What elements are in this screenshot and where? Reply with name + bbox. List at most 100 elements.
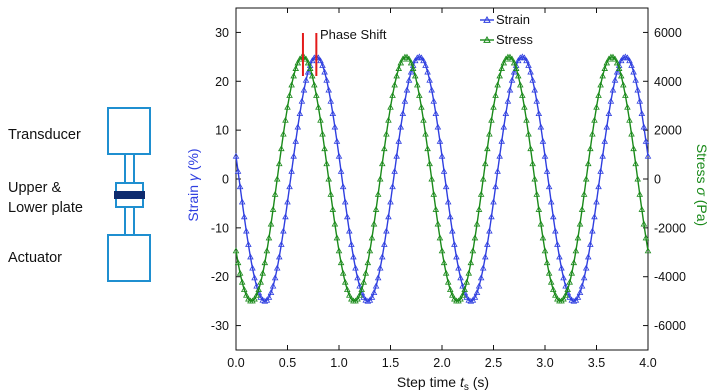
right-y-tick-label: -4000 [654,270,686,284]
right-y-tick-label: 4000 [654,75,682,89]
data-point-strain [418,54,425,61]
data-point-strain [354,274,361,281]
data-point-strain [556,253,563,260]
plate-label-line1: Upper & [8,180,62,196]
data-point-strain [370,289,378,296]
data-point-strain [636,97,644,104]
data-point-strain [296,110,304,117]
data-point-stress [578,205,586,212]
data-point-strain [527,68,534,75]
data-point-stress [566,278,573,285]
data-point-stress [506,53,514,60]
data-point-stress [461,286,468,292]
legend: Strain Stress [480,12,533,47]
data-point-strain [329,110,337,117]
data-point-strain [300,86,308,93]
data-point-strain [523,57,530,64]
x-axis-title-symbol: t [460,374,465,390]
data-point-strain [500,123,508,130]
data-point-stress [275,160,283,167]
data-point-stress [529,160,536,167]
data-point-stress [562,291,569,298]
data-point-stress [481,160,489,167]
data-point-stress [535,205,543,212]
x-axis-title-subscript: s [464,382,469,390]
data-point-stress [313,91,320,98]
data-point-strain [634,86,641,93]
data-point-stress [273,175,281,182]
data-point-stress [418,103,425,110]
data-point-strain [356,282,363,289]
data-point-strain [269,282,277,289]
data-point-stress [302,55,310,62]
data-point-stress [280,130,287,137]
data-point-stress [601,65,609,71]
data-point-stress [321,145,328,152]
data-point-strain [403,86,411,93]
data-point-strain [438,152,446,159]
data-point-strain [593,198,600,205]
phase-shift-label: Phase Shift [320,27,387,42]
data-point-strain [570,297,578,304]
data-point-stress [632,160,639,167]
left-y-tick-label: -10 [211,221,229,235]
data-point-stress [471,234,479,241]
left-y-tick-label: 30 [215,26,229,40]
data-point-strain [504,97,512,104]
data-point-strain [232,152,240,159]
data-point-strain [469,296,477,303]
data-point-strain [558,264,565,271]
data-point-stress [484,145,491,152]
data-point-stress [372,205,380,212]
data-point-stress [597,81,604,88]
data-point-strain [492,183,499,190]
right-y-tick-label: 6000 [654,26,682,40]
left-y-axis-title-unit: (%) [185,148,201,170]
data-point-strain [308,57,316,64]
data-point-strain [508,76,516,83]
data-point-stress [308,72,316,79]
data-point-stress [405,55,413,62]
x-axis-title-unit: (s) [473,374,489,390]
data-point-strain [502,110,510,117]
data-point-strain [471,293,479,300]
data-point-stress [319,130,326,137]
data-point-strain [617,57,625,64]
data-point-strain [321,68,328,75]
data-point-strain [496,152,503,159]
data-point-strain [263,296,271,303]
data-point-strain [595,183,602,190]
x-axis-ticks: 0.0 0.5 1.0 1.5 2.0 2.5 3.0 3.5 4.0 [227,8,657,370]
data-point-strain [547,198,555,205]
data-point-stress [560,295,567,302]
data-point-strain [626,57,633,64]
data-point-stress [284,103,291,110]
data-point-strain [545,183,553,190]
left-y-tick-label: -30 [211,319,229,333]
data-point-stress [488,116,495,123]
data-point-strain [449,227,456,234]
data-point-strain [533,97,541,104]
right-y-axis-title: Stress σ (Pa) [694,144,710,226]
data-point-strain [455,264,462,271]
data-point-stress [589,130,596,137]
data-point-strain [278,241,285,247]
left-y-axis-title-text: Strain [185,185,201,222]
data-point-stress [568,269,576,276]
data-point-stress [558,297,565,304]
data-point-stress [467,259,475,266]
data-point-strain [426,76,433,83]
data-point-stress [512,65,520,71]
data-point-strain [407,68,415,75]
data-point-stress [269,205,277,212]
left-y-tick-label: 0 [222,173,229,187]
data-point-stress [325,175,332,182]
data-point-stress [593,103,600,110]
data-point-stress [378,160,386,167]
left-y-axis-title: Strain γ (%) [185,148,201,221]
data-point-strain [484,241,491,247]
data-point-stress [236,269,244,276]
left-y-axis-title-symbol: γ [185,173,201,181]
data-point-stress [337,259,345,266]
data-point-stress [243,291,250,298]
